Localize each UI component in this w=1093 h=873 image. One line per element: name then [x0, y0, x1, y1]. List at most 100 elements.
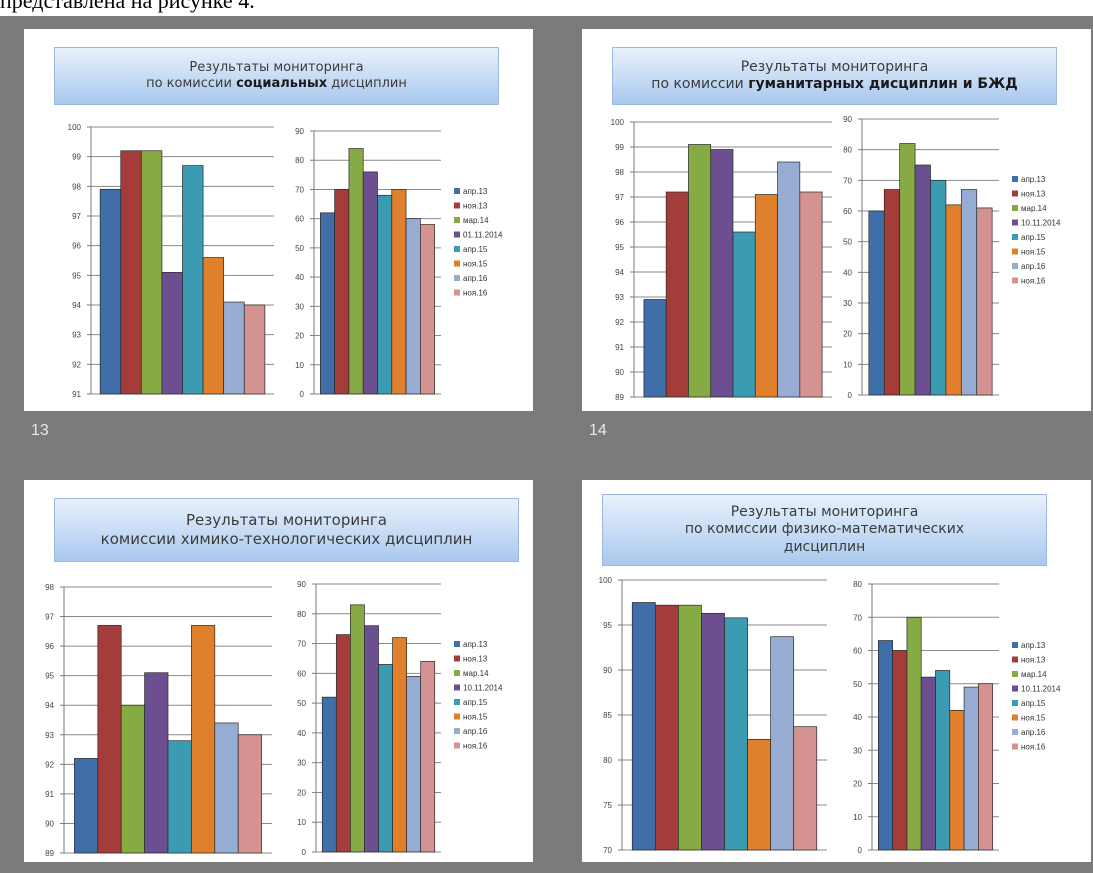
y-tick-label: 10 [853, 813, 862, 822]
bar [778, 162, 800, 397]
y-tick-label: 97 [45, 613, 54, 622]
bar [121, 705, 144, 853]
y-tick-label: 100 [599, 576, 613, 585]
bar [884, 190, 899, 395]
bar [224, 302, 245, 394]
y-tick-label: 94 [45, 701, 54, 710]
bar [794, 727, 817, 850]
bar [644, 300, 666, 398]
y-tick-label: 90 [297, 580, 306, 589]
legend-swatch [454, 217, 460, 223]
legend-label: апр.15 [1021, 233, 1046, 242]
legend-swatch [1012, 715, 1018, 721]
bar [162, 272, 183, 394]
legend-label: ноя.13 [463, 202, 488, 211]
legend-swatch [1012, 657, 1018, 663]
y-tick-label: 0 [848, 391, 853, 400]
bar [711, 150, 733, 398]
bar [407, 676, 421, 852]
legend-swatch [1012, 700, 1018, 706]
y-tick-label: 95 [72, 271, 81, 280]
bar [632, 603, 655, 851]
y-tick-label: 30 [853, 746, 862, 755]
legend-swatch [1012, 744, 1018, 750]
y-tick-label: 40 [843, 268, 852, 277]
legend-swatch [1012, 220, 1018, 226]
legend-label: мар.14 [463, 216, 489, 225]
y-tick-label: 92 [72, 360, 81, 369]
y-tick-label: 20 [295, 332, 304, 341]
legend-swatch [454, 728, 460, 734]
bar [322, 697, 336, 852]
legend-swatch [454, 275, 460, 281]
y-tick-label: 70 [295, 185, 304, 194]
slide-16[interactable]: Результаты мониторинга по комиссии физик… [582, 480, 1091, 862]
bar [900, 144, 915, 395]
bar [183, 166, 204, 394]
legend-swatch [1012, 263, 1018, 269]
left-bar-chart: 89909192939495969798 [45, 583, 272, 858]
legend-label: ноя.13 [463, 655, 488, 664]
slide-15[interactable]: Результаты мониторинга комиссии химико-т… [24, 480, 533, 862]
y-tick-label: 75 [603, 801, 612, 810]
bar [203, 258, 224, 394]
legend-swatch [454, 232, 460, 238]
y-tick-label: 95 [615, 243, 624, 252]
y-tick-label: 50 [843, 238, 852, 247]
legend-label: 10.11.2014 [1021, 685, 1061, 694]
legend-label: ноя.16 [1021, 743, 1046, 752]
bar [800, 192, 822, 397]
y-tick-label: 99 [615, 143, 624, 152]
legend-swatch [1012, 671, 1018, 677]
chart-legend: апр.13ноя.13мар.1410.11.2014апр.15ноя.15… [454, 640, 503, 751]
y-tick-label: 40 [853, 713, 862, 722]
left-bar-chart: 707580859095100 [599, 576, 827, 855]
legend-label: апр.13 [1021, 175, 1046, 184]
y-tick-label: 90 [615, 368, 624, 377]
legend-label: мар.14 [1021, 670, 1047, 679]
legend-swatch [454, 641, 460, 647]
bar [701, 613, 724, 850]
y-tick-label: 60 [295, 215, 304, 224]
bar [406, 219, 420, 394]
y-tick-label: 90 [603, 666, 612, 675]
y-tick-label: 20 [843, 330, 852, 339]
legend-label: апр.15 [463, 245, 488, 254]
bar [168, 741, 191, 853]
legend-swatch [454, 670, 460, 676]
bar [421, 661, 435, 852]
legend-label: ноя.13 [1021, 656, 1046, 665]
slide-14[interactable]: Результаты мониторинга по комиссии гуман… [582, 29, 1091, 411]
y-tick-label: 91 [615, 343, 624, 352]
y-tick-label: 100 [611, 118, 625, 127]
legend-label: ноя.13 [1021, 190, 1046, 199]
y-tick-label: 93 [615, 293, 624, 302]
chart-area: 91 92 93 94 95 96 97 98 99 100 0 10 20 30 40 50 60 70 80 9… [24, 29, 533, 411]
y-tick-label: 50 [295, 244, 304, 253]
bar [655, 605, 678, 850]
legend-swatch [1012, 191, 1018, 197]
y-tick-label: 85 [603, 711, 612, 720]
y-tick-label: 10 [295, 361, 304, 370]
y-tick-label: 30 [843, 299, 852, 308]
legend-swatch [1012, 249, 1018, 255]
legend-label: ноя.15 [463, 713, 488, 722]
y-tick-label: 91 [72, 390, 81, 399]
chart-area: 89909192939495969798 0102030405060708090… [24, 480, 533, 862]
legend-label: апр.15 [1021, 699, 1046, 708]
y-tick-label: 97 [72, 212, 81, 221]
legend-swatch [1012, 729, 1018, 735]
legend-swatch [454, 714, 460, 720]
slide-13[interactable]: Результаты мониторинга по комиссии социа… [24, 29, 533, 411]
y-tick-label: 98 [615, 168, 624, 177]
legend-swatch [1012, 278, 1018, 284]
bar [755, 195, 777, 398]
y-tick-label: 90 [45, 819, 54, 828]
y-tick-label: 93 [45, 731, 54, 740]
left-bar-chart: 8990919293949596979899100 [611, 118, 832, 402]
slide-number: 13 [31, 422, 49, 440]
y-tick-label: 94 [72, 301, 81, 310]
bar [238, 735, 261, 853]
legend-swatch [454, 685, 460, 691]
y-tick-label: 100 [68, 123, 82, 132]
